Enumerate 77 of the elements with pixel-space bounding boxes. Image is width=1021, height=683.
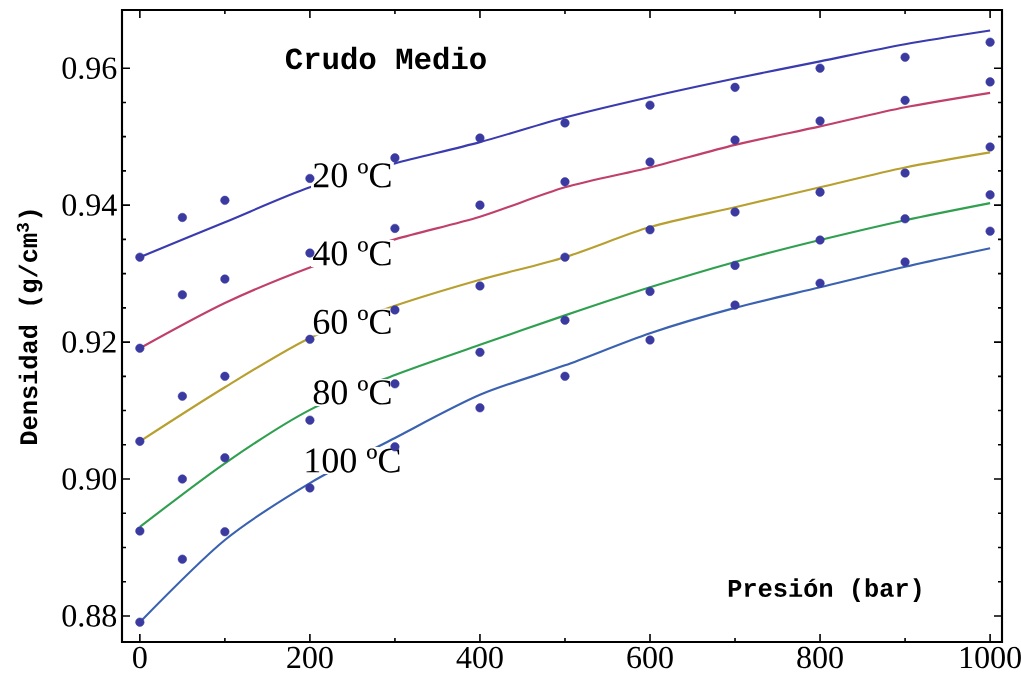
point: [220, 371, 230, 381]
point: [730, 300, 740, 310]
y-tick-label: 0.90: [62, 468, 117, 490]
point: [220, 274, 230, 284]
x-tick-label: 0: [133, 646, 147, 669]
point: [135, 436, 145, 446]
point: [985, 37, 995, 47]
point: [645, 335, 655, 345]
x-axis-title: Presión (bar): [728, 578, 921, 602]
point: [177, 290, 187, 300]
point: [560, 177, 570, 187]
point: [475, 403, 485, 413]
series-label: 60 ºC: [313, 309, 391, 335]
point: [985, 142, 995, 152]
y-tick-label: 0.92: [62, 331, 116, 353]
y-tick-label: 0.94: [62, 194, 117, 217]
point: [390, 305, 400, 315]
series-label: 100 ºC: [306, 448, 400, 473]
point: [645, 286, 655, 296]
point: [305, 415, 315, 425]
point: [177, 474, 187, 484]
point: [900, 168, 910, 178]
point: [900, 95, 910, 105]
x-tick-label: 800: [797, 646, 843, 669]
point: [475, 133, 485, 143]
point: [815, 63, 825, 73]
point: [900, 214, 910, 224]
point: [177, 212, 187, 222]
point: [220, 527, 230, 537]
point: [815, 116, 825, 126]
x-tick-label: 1000: [960, 646, 1021, 669]
point: [475, 281, 485, 291]
point: [475, 347, 485, 357]
point: [645, 100, 655, 110]
point: [985, 226, 995, 236]
point: [135, 617, 145, 627]
y-tick-label: 0.96: [62, 57, 117, 80]
x-tick-label: 400: [456, 646, 503, 669]
point: [220, 453, 230, 463]
point: [815, 187, 825, 197]
y-axis-title: Densidad (g/cm$^{3}$): [16, 210, 43, 444]
point: [815, 235, 825, 245]
series-label: 20 ºC: [313, 163, 391, 188]
point: [135, 343, 145, 353]
point: [730, 260, 740, 270]
point: [560, 371, 570, 381]
point: [135, 252, 145, 262]
point: [730, 82, 740, 92]
point: [560, 118, 570, 128]
point: [900, 257, 910, 267]
point: [645, 225, 655, 235]
point: [560, 315, 570, 325]
point: [390, 153, 400, 163]
point: [177, 554, 187, 564]
point: [475, 200, 485, 210]
point: [305, 334, 315, 344]
x-tick-label: 600: [627, 646, 673, 669]
series-label: 80 ºC: [313, 380, 391, 405]
point: [305, 173, 315, 183]
point: [390, 379, 400, 389]
point: [985, 77, 995, 87]
point: [305, 483, 315, 493]
point: [985, 190, 995, 200]
point: [560, 252, 570, 262]
point: [390, 223, 400, 233]
point: [730, 207, 740, 217]
point: [135, 526, 145, 536]
point: [815, 278, 825, 288]
series-label: 40 ºC: [313, 241, 391, 266]
point: [220, 195, 230, 205]
text: Crudo Medio: [285, 46, 486, 70]
point: [177, 391, 187, 401]
point: [730, 135, 740, 145]
point: [900, 52, 910, 62]
point: [645, 157, 655, 167]
x-tick-label: 200: [287, 646, 333, 669]
y-tick-label: 0.88: [62, 605, 117, 627]
